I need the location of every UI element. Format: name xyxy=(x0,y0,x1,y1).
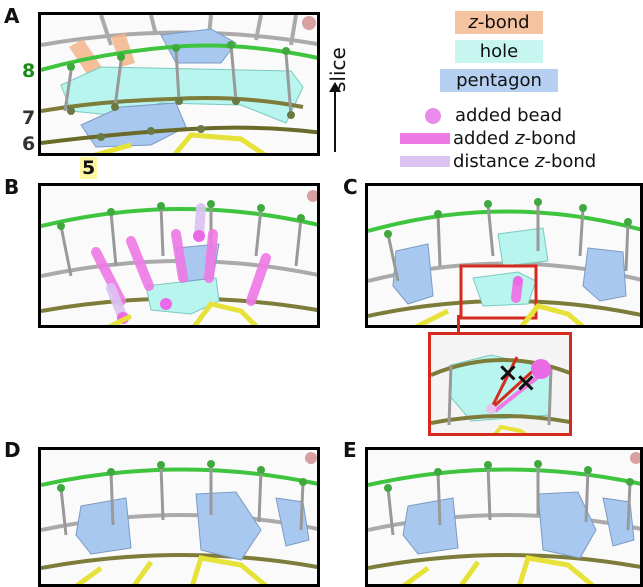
panel-b-lattice xyxy=(41,186,317,325)
panel-a-lattice xyxy=(41,15,317,153)
panel-c xyxy=(365,183,643,328)
cross-marker-1: × xyxy=(497,358,519,388)
legend-distance-z-bond-prefix: distance xyxy=(453,151,535,172)
legend-added-z-bond-rest: -bond xyxy=(524,128,577,149)
legend-distance-z-bond-icon xyxy=(400,156,450,167)
ring-label-5: 5 xyxy=(80,157,98,179)
panel-label-b: B xyxy=(4,175,20,199)
legend-pentagon: pentagon xyxy=(440,69,558,92)
zoom-lattice xyxy=(431,335,569,433)
legend-added-z-bond: added z-bond xyxy=(453,128,576,149)
legend-added-bead: added bead xyxy=(455,105,563,126)
ring-label-7: 7 xyxy=(22,107,36,129)
ring-label-8: 8 xyxy=(22,60,36,82)
legend-added-z-bond-prefix: added xyxy=(453,128,516,149)
zoom-connector xyxy=(457,315,460,333)
legend-z-bond: z-bond xyxy=(455,11,543,34)
legend-distance-z-bond-rest: -bond xyxy=(544,151,597,172)
panel-c-lattice xyxy=(368,186,640,325)
z-bond-region xyxy=(111,33,135,67)
slice-arrow-head xyxy=(329,82,341,92)
panel-b xyxy=(38,183,320,328)
panel-label-e: E xyxy=(343,438,357,462)
zoom-region-highlight xyxy=(459,264,538,320)
panel-d xyxy=(38,447,320,587)
cross-marker-2: × xyxy=(515,368,537,398)
legend-distance-z-bond-italic: z xyxy=(535,151,545,172)
panel-label-c: C xyxy=(343,175,358,199)
panel-e-lattice xyxy=(368,450,640,584)
legend-z-bond-italic: z xyxy=(468,12,478,33)
ring-label-6: 6 xyxy=(22,133,36,155)
legend-z-bond-text: -bond xyxy=(477,12,530,33)
legend-added-z-bond-icon xyxy=(400,133,450,144)
panel-label-d: D xyxy=(4,438,21,462)
legend-distance-z-bond: distance z-bond xyxy=(453,151,596,172)
slice-axis-label: slice xyxy=(326,47,350,92)
panel-c-zoom-inset: × × xyxy=(428,332,572,436)
panel-d-lattice xyxy=(41,450,317,584)
legend-hole: hole xyxy=(455,40,543,63)
panel-e xyxy=(365,447,643,587)
legend-added-z-bond-italic: z xyxy=(515,128,525,149)
legend-added-bead-icon xyxy=(425,108,441,124)
slice-arrow xyxy=(334,88,336,152)
panel-a xyxy=(38,12,320,156)
panel-label-a: A xyxy=(4,4,20,28)
